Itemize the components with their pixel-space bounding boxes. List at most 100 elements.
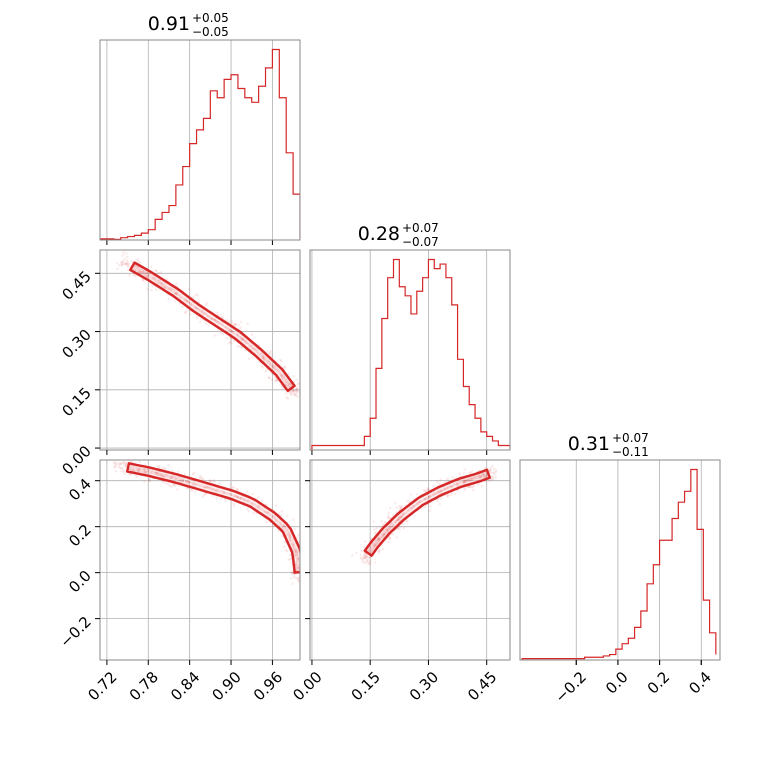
scatter-point <box>156 464 160 468</box>
scatter-point <box>221 316 225 320</box>
scatter-point <box>159 271 163 274</box>
scatter-point <box>220 316 224 319</box>
scatter-point <box>443 480 447 484</box>
scatter-point <box>154 268 158 272</box>
scatter-point <box>239 497 243 500</box>
scatter-point <box>159 472 163 476</box>
scatter-point <box>141 270 145 273</box>
scatter-point <box>400 504 404 508</box>
scatter-point <box>359 553 363 556</box>
scatter-point <box>480 485 484 488</box>
scatter-point <box>174 299 177 303</box>
panel-title-median: 0.28 <box>358 223 400 245</box>
x-tick-label: 0.45 <box>464 668 500 704</box>
histogram-bin <box>469 405 475 450</box>
scatter-point <box>291 571 295 575</box>
histogram-bin <box>405 296 411 450</box>
histogram-bin <box>423 278 429 450</box>
scatter-point <box>202 478 205 481</box>
scatter-point <box>365 555 368 559</box>
scatter-point <box>367 562 370 565</box>
scatter-point <box>287 372 290 376</box>
scatter-point <box>295 566 298 569</box>
scatter-point <box>121 260 125 263</box>
scatter-point <box>368 561 371 565</box>
scatter-point <box>117 465 120 469</box>
scatter-point <box>190 488 193 492</box>
scatter-point <box>398 525 402 529</box>
scatter-point <box>303 573 306 576</box>
scatter-point <box>294 394 297 397</box>
scatter-point <box>458 472 461 475</box>
contour-inner <box>392 482 457 526</box>
scatter-point <box>142 279 145 283</box>
scatter-point <box>292 391 295 394</box>
scatter-point <box>124 252 128 255</box>
scatter-point <box>395 519 399 522</box>
scatter-point <box>193 490 197 493</box>
scatter-point <box>131 468 135 472</box>
scatter-point <box>199 474 202 478</box>
scatter-point <box>143 471 147 475</box>
scatter-point <box>388 536 392 540</box>
scatter-point <box>471 488 475 492</box>
scatter-point <box>211 318 215 321</box>
scatter-point <box>399 515 403 518</box>
scatter-point <box>494 470 498 474</box>
histogram-bin <box>134 235 141 240</box>
scatter-point <box>406 499 409 503</box>
scatter-point <box>142 271 146 275</box>
scatter-point <box>127 268 130 272</box>
scatter-point <box>239 326 243 329</box>
scatter-point <box>445 494 449 498</box>
scatter-point <box>123 262 127 266</box>
scatter-point <box>279 383 282 387</box>
scatter-point <box>229 483 232 486</box>
scatter-point <box>234 323 238 327</box>
scatter-point <box>306 566 309 569</box>
scatter-point <box>450 491 454 495</box>
scatter-point <box>297 533 300 537</box>
scatter-point <box>181 305 184 309</box>
scatter-point <box>293 389 296 393</box>
scatter-point <box>295 387 299 391</box>
contour-outer <box>363 468 491 557</box>
axis-ticks: 0.72 0.78 0.84 0.90 0.96 0.00 0.15 0.30 0.45 −0.2… <box>56 267 715 706</box>
scatter-point <box>130 259 134 263</box>
scatter-point <box>224 499 228 502</box>
scatter-point <box>133 274 136 277</box>
scatter-point <box>291 582 295 585</box>
scatter-point <box>362 556 365 560</box>
scatter-point <box>239 320 243 324</box>
scatter-point <box>186 309 189 312</box>
scatter-point <box>145 271 149 275</box>
scatter-point <box>302 572 305 575</box>
scatter-point <box>127 265 130 269</box>
y-tick-label: 0.30 <box>58 326 94 362</box>
histogram-bin <box>703 600 709 660</box>
scatter-point <box>192 472 195 476</box>
scatter-point <box>439 478 442 481</box>
scatter-point <box>455 482 459 486</box>
scatter-point <box>372 545 375 548</box>
panel-frame <box>99 39 301 241</box>
scatter-point <box>372 545 376 548</box>
scatter-point <box>187 487 190 490</box>
scatter-point <box>368 545 372 549</box>
panel-title-plus: +0.07 <box>612 431 649 445</box>
x-tick-label: 0.96 <box>250 668 286 704</box>
scatter-point <box>453 492 457 496</box>
scatter-point <box>245 490 249 493</box>
scatter-point <box>139 270 142 274</box>
histogram-bin <box>498 445 504 450</box>
scatter-point <box>428 495 431 499</box>
scatter-point <box>210 479 213 483</box>
scatter-point <box>153 277 156 280</box>
scatter-point <box>463 480 467 484</box>
scatter-point <box>154 288 158 292</box>
scatter-point <box>364 561 367 564</box>
scatter-point <box>160 473 163 477</box>
scatter-point <box>170 485 173 489</box>
scatter-point <box>122 251 125 254</box>
scatter-point <box>225 336 229 340</box>
